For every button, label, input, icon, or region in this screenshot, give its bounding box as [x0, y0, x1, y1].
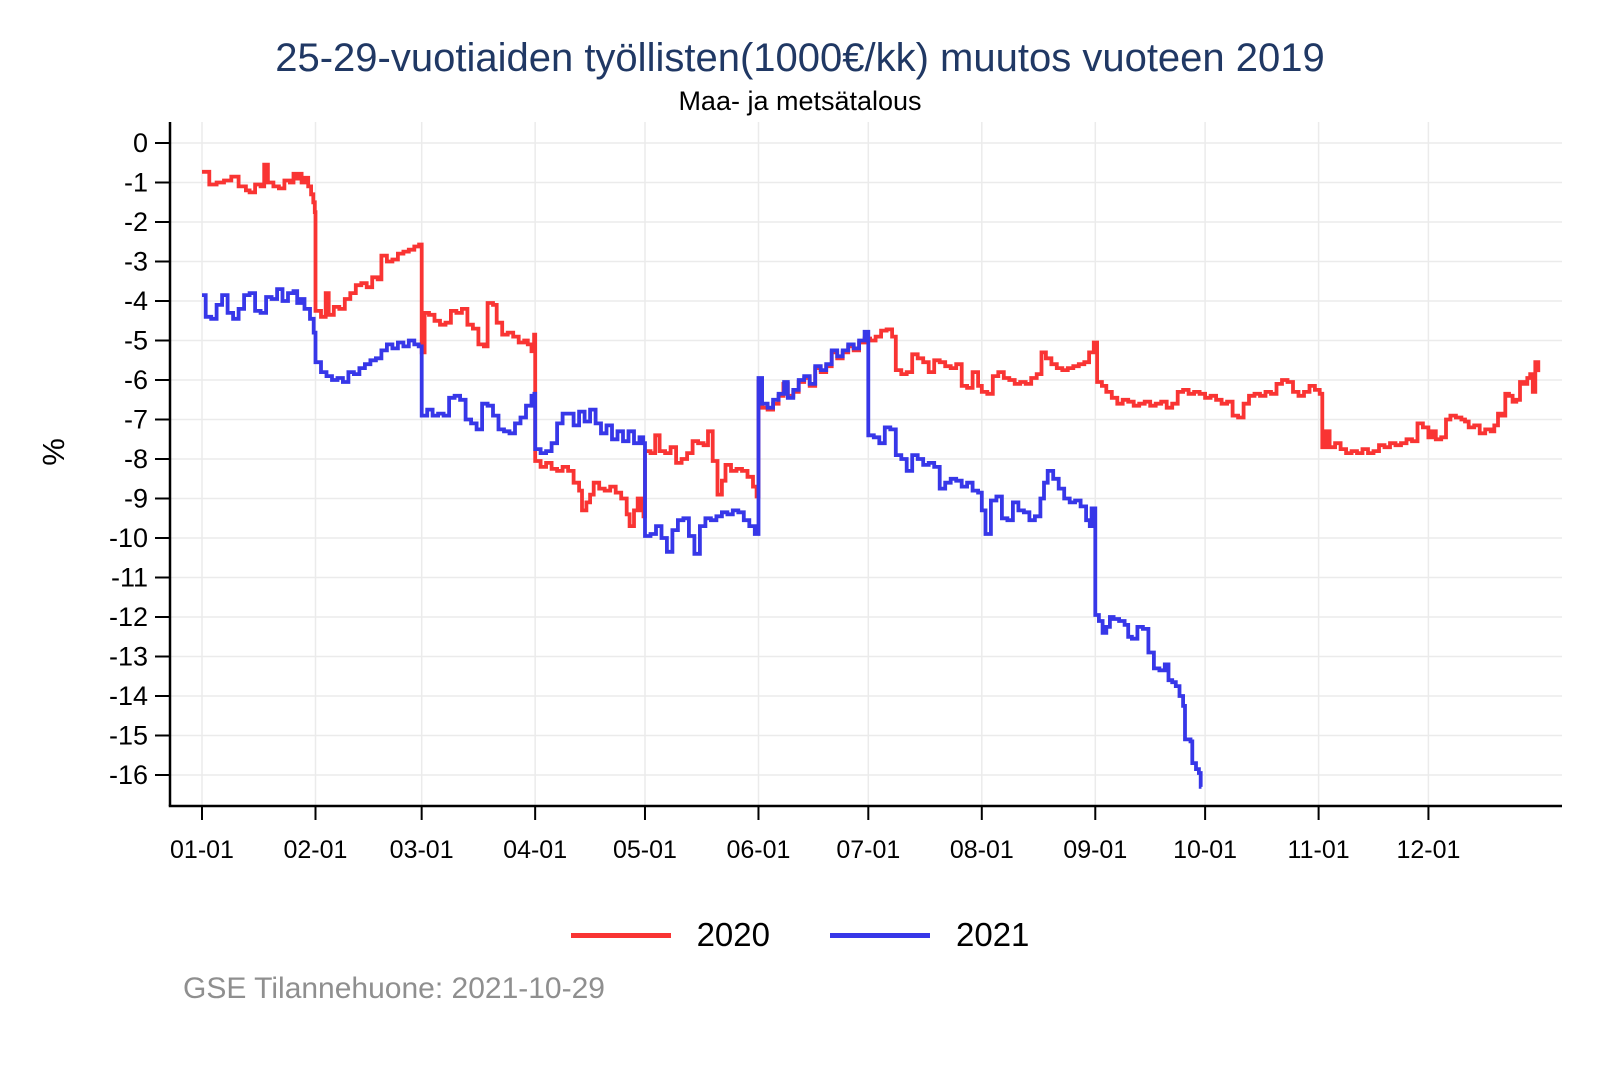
svg-text:03-01: 03-01 [390, 836, 454, 864]
legend-label-2021: 2021 [956, 916, 1030, 953]
svg-text:01-01: 01-01 [170, 836, 234, 864]
svg-text:04-01: 04-01 [503, 836, 567, 864]
legend-swatch-2020 [570, 932, 671, 938]
svg-text:-12: -12 [109, 602, 148, 632]
svg-text:10-01: 10-01 [1173, 836, 1237, 864]
svg-text:11-01: 11-01 [1288, 836, 1350, 864]
svg-text:08-01: 08-01 [950, 836, 1014, 864]
svg-text:-7: -7 [124, 405, 148, 435]
svg-text:-14: -14 [109, 681, 148, 711]
chart-title: 25-29-vuotiaiden työllisten(1000€/kk) mu… [275, 36, 1325, 80]
svg-text:-5: -5 [124, 326, 148, 356]
svg-text:09-01: 09-01 [1063, 836, 1127, 864]
svg-text:-15: -15 [109, 721, 148, 751]
svg-text:12-01: 12-01 [1396, 836, 1460, 864]
svg-text:02-01: 02-01 [284, 836, 348, 864]
legend-swatch-2021 [830, 932, 930, 938]
svg-text:0: 0 [133, 128, 148, 158]
svg-text:-8: -8 [124, 444, 148, 474]
svg-text:-11: -11 [111, 563, 148, 593]
svg-text:06-01: 06-01 [726, 836, 790, 864]
svg-text:%: % [36, 438, 71, 466]
svg-text:-3: -3 [124, 247, 148, 277]
svg-text:-10: -10 [109, 523, 148, 553]
legend: 2020 2021 [0, 916, 1600, 954]
svg-text:05-01: 05-01 [613, 836, 677, 864]
svg-text:-6: -6 [124, 365, 148, 395]
legend-item-2021: 2021 [830, 916, 1029, 954]
svg-text:-1: -1 [124, 168, 148, 198]
svg-text:-9: -9 [124, 484, 148, 514]
legend-item-2020: 2020 [570, 916, 770, 954]
source-note: GSE Tilannehuone: 2021-10-29 [183, 972, 605, 1005]
svg-text:-2: -2 [124, 207, 148, 237]
svg-text:07-01: 07-01 [836, 836, 900, 864]
legend-label-2020: 2020 [696, 916, 770, 953]
svg-text:-13: -13 [109, 642, 148, 672]
svg-text:-4: -4 [124, 286, 148, 316]
chart-subtitle: Maa- ja metsätalous [678, 86, 922, 116]
svg-text:-16: -16 [109, 760, 148, 790]
